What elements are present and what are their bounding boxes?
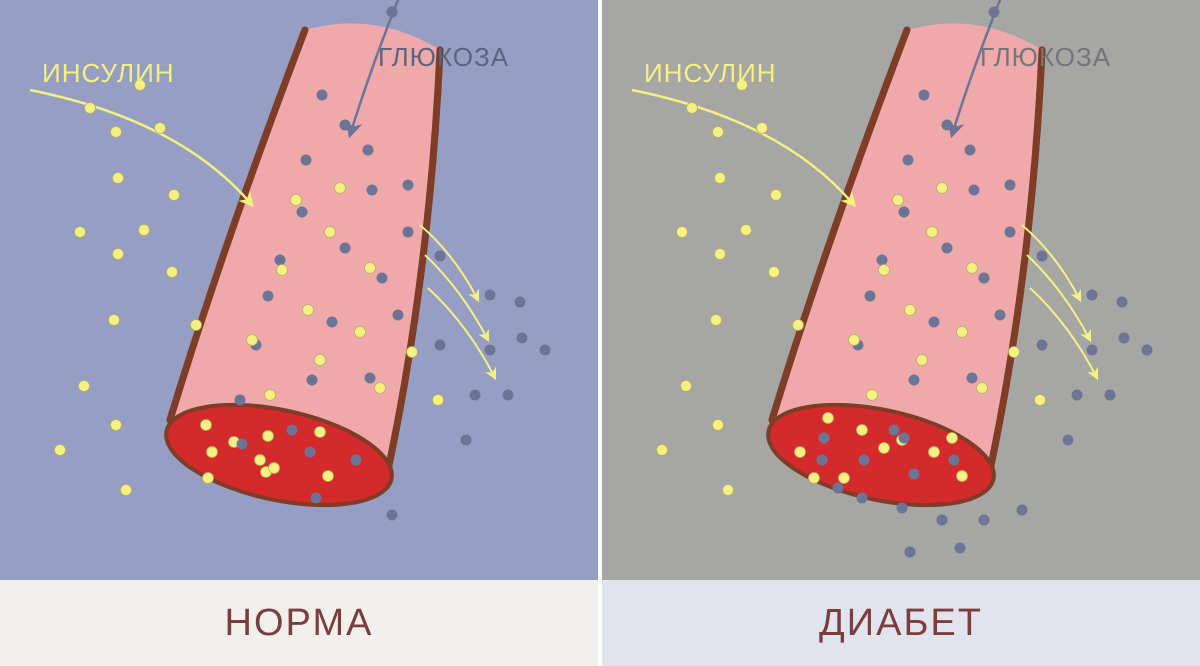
insulin-label: ИНСУЛИН	[644, 58, 777, 89]
panel-diabetes: ИНСУЛИН ГЛЮКОЗА ДИАБЕТ	[602, 0, 1200, 666]
caption-bar-diabetes: ДИАБЕТ	[602, 580, 1200, 666]
glucose-label: ГЛЮКОЗА	[980, 42, 1111, 73]
glucose-label: ГЛЮКОЗА	[378, 42, 509, 73]
insulin-label: ИНСУЛИН	[42, 58, 175, 89]
diagram-area-diabetes: ИНСУЛИН ГЛЮКОЗА	[602, 0, 1200, 580]
caption-normal: НОРМА	[225, 602, 374, 645]
panel-normal: ИНСУЛИН ГЛЮКОЗА НОРМА	[0, 0, 598, 666]
infographic-container: ИНСУЛИН ГЛЮКОЗА НОРМА ИНСУЛИН ГЛЮКОЗА ДИ…	[0, 0, 1200, 666]
diagram-area-normal: ИНСУЛИН ГЛЮКОЗА	[0, 0, 598, 580]
caption-diabetes: ДИАБЕТ	[819, 602, 983, 645]
caption-bar-normal: НОРМА	[0, 580, 598, 666]
